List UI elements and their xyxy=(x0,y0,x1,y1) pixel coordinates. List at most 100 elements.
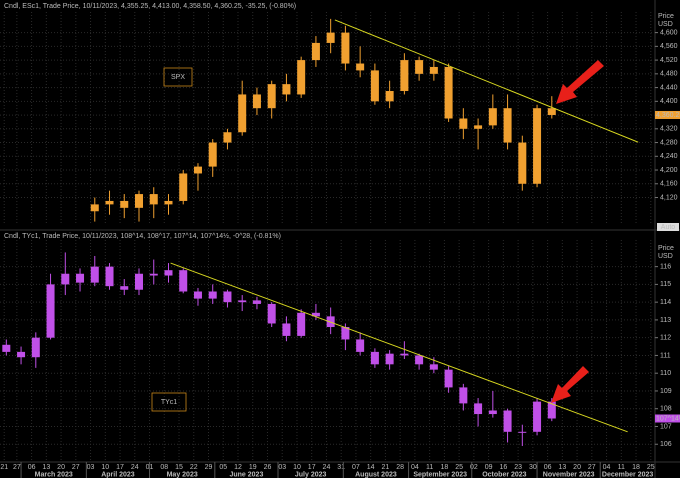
y-tick-label: 4,320 xyxy=(660,126,678,133)
candle-body xyxy=(356,339,365,352)
candle-body xyxy=(444,369,453,388)
candle-body xyxy=(208,142,217,167)
x-tick-label: 27 xyxy=(13,464,21,471)
x-tick-label: 24 xyxy=(323,464,331,471)
month-label: March 2023 xyxy=(35,471,73,478)
candle-body xyxy=(400,60,409,92)
y-tick-label: 4,240 xyxy=(660,153,678,160)
x-tick-label: 10 xyxy=(101,464,109,471)
x-tick-label: 03 xyxy=(278,464,286,471)
candle-body xyxy=(385,353,394,365)
last-price-label: 107^14½ xyxy=(656,414,680,422)
candle-body xyxy=(46,284,55,338)
candle-body xyxy=(547,401,556,419)
month-label: December 2023 xyxy=(602,471,653,478)
candle-body xyxy=(474,403,483,415)
candle-body xyxy=(179,270,188,292)
panel-header: Cndl, ESc1, Trade Price, 10/11/2023, 4,3… xyxy=(4,3,296,10)
y-tick-label: 4,200 xyxy=(660,167,678,174)
y-tick-label: 110 xyxy=(660,370,671,377)
x-tick-label: 28 xyxy=(396,464,404,471)
x-tick-label: 18 xyxy=(440,464,448,471)
month-label: June 2023 xyxy=(229,471,263,478)
candle-body xyxy=(76,273,85,283)
candle-body xyxy=(149,194,158,205)
y-axis-title: Price xyxy=(658,245,674,252)
candle-body xyxy=(518,431,527,433)
candle-body xyxy=(179,173,188,201)
x-tick-label: 21 xyxy=(0,464,8,471)
y-tick-label: 114 xyxy=(660,299,671,306)
candle-body xyxy=(533,401,542,432)
candle-body xyxy=(311,312,320,317)
candle-body xyxy=(135,273,144,290)
candle-body xyxy=(105,266,114,287)
y-tick-label: 4,520 xyxy=(660,57,678,64)
candle-body xyxy=(385,91,394,102)
month-label: July 2023 xyxy=(295,471,327,478)
x-tick-label: 25 xyxy=(647,464,655,471)
x-tick-label: 06 xyxy=(544,464,552,471)
x-tick-label: 16 xyxy=(499,464,507,471)
candle-body xyxy=(297,312,306,336)
y-tick-label: 4,120 xyxy=(660,194,678,201)
y-tick-label: 4,160 xyxy=(660,181,678,188)
candle-body xyxy=(311,42,320,61)
y-axis-title: USD xyxy=(658,253,673,260)
candle-body xyxy=(164,200,173,205)
x-tick-label: 20 xyxy=(57,464,65,471)
x-tick-label: 17 xyxy=(116,464,124,471)
x-tick-label: 04 xyxy=(411,464,419,471)
candle-body xyxy=(135,194,144,208)
candle-body xyxy=(252,94,261,109)
x-tick-label: 24 xyxy=(131,464,139,471)
y-tick-label: 109 xyxy=(660,388,672,395)
series-label-box xyxy=(151,392,187,412)
x-tick-label: 03 xyxy=(87,464,95,471)
month-label: May 2023 xyxy=(167,471,198,478)
y-tick-label: 113 xyxy=(660,317,671,324)
candle-body xyxy=(193,291,202,299)
month-label: September 2023 xyxy=(413,471,467,478)
y-tick-label: 4,560 xyxy=(660,43,678,50)
candle-body xyxy=(415,355,424,365)
series-label: TYc1 xyxy=(161,399,177,406)
x-tick-label: 09 xyxy=(485,464,493,471)
x-tick-label: 25 xyxy=(455,464,463,471)
x-tick-label: 27 xyxy=(72,464,80,471)
candle-body xyxy=(429,364,438,370)
auto-button[interactable] xyxy=(657,223,679,231)
candle-body xyxy=(297,60,306,95)
candle-body xyxy=(459,118,468,129)
y-tick-label: 107 xyxy=(660,423,672,430)
candle-body xyxy=(547,108,556,115)
x-tick-label: 08 xyxy=(160,464,168,471)
candle-body xyxy=(282,323,291,336)
candle-body xyxy=(17,351,26,358)
series-label: SPX xyxy=(171,74,185,81)
month-label: October 2023 xyxy=(482,471,526,478)
x-tick-label: 14 xyxy=(367,464,375,471)
candle-body xyxy=(105,200,114,205)
x-tick-label: 18 xyxy=(632,464,640,471)
candle-body xyxy=(252,300,261,304)
candle-body xyxy=(31,337,40,358)
candle-body xyxy=(238,94,247,133)
x-tick-label: 07 xyxy=(352,464,360,471)
candle-body xyxy=(459,387,468,404)
y-tick-label: 116 xyxy=(660,263,671,270)
x-tick-label: 11 xyxy=(426,464,433,471)
x-tick-label: 13 xyxy=(42,464,50,471)
month-label: April 2023 xyxy=(101,471,135,478)
x-tick-label: 12 xyxy=(234,464,242,471)
x-tick-label: 05 xyxy=(219,464,227,471)
x-tick-label: 30 xyxy=(529,464,537,471)
x-tick-label: 27 xyxy=(588,464,596,471)
candle-body xyxy=(503,410,512,432)
x-tick-label: 04 xyxy=(603,464,611,471)
candle-body xyxy=(267,84,276,109)
candle-body xyxy=(429,66,438,74)
auto-button-label[interactable]: Auto xyxy=(661,224,676,231)
candle-body xyxy=(90,266,99,283)
